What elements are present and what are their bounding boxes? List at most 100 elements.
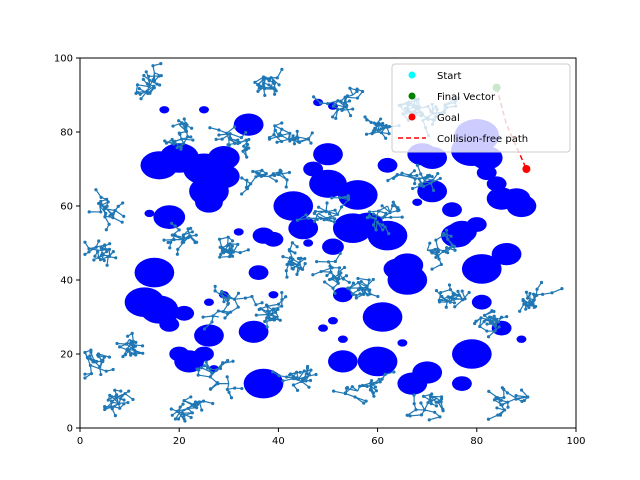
tree-edge [125, 343, 136, 351]
tree-node [263, 93, 267, 97]
tree-node [145, 82, 150, 86]
tree-node [280, 139, 284, 144]
tree-node [155, 82, 159, 86]
tree-node [373, 385, 378, 389]
tree-node [242, 144, 246, 148]
tree-node [131, 397, 135, 402]
tree-edge [454, 299, 464, 308]
tree-edge [228, 138, 239, 145]
tree-node [240, 386, 244, 391]
tree-node [332, 102, 336, 107]
tree-node [298, 266, 302, 270]
obstacle-circle [207, 146, 240, 170]
tree-node [262, 84, 266, 89]
tree-node [339, 99, 343, 103]
tree-node [105, 250, 109, 254]
obstacle-circle [288, 217, 319, 240]
obstacle-circle [248, 265, 269, 280]
tree-node [327, 212, 332, 216]
tree-node [200, 408, 204, 412]
tree-node [380, 204, 384, 208]
tree-node [213, 289, 217, 293]
tree-node [292, 142, 297, 146]
tree-node [445, 246, 449, 250]
tree-node [427, 418, 431, 422]
tree-edge [377, 131, 390, 135]
tree-edge [276, 69, 283, 79]
tree-node [338, 251, 342, 256]
y-tick-label: 60 [60, 202, 73, 213]
tree-edge [90, 364, 101, 370]
tree-edge [198, 374, 211, 378]
tree-node [287, 170, 292, 175]
tree-edge [393, 172, 403, 179]
tree-node [127, 389, 131, 393]
tree-node [182, 117, 186, 121]
tree-node [436, 171, 440, 176]
tree-edge [324, 219, 335, 223]
tree-node [175, 146, 179, 150]
x-tick-label: 60 [371, 436, 384, 447]
tree-node [448, 295, 452, 300]
tree-node [350, 292, 354, 296]
tree-node [345, 103, 349, 108]
obstacle-circle [377, 157, 398, 173]
tree-node [175, 252, 179, 256]
obstacle-circle [476, 165, 497, 181]
tree-edge [98, 353, 110, 358]
tree-node [183, 125, 188, 129]
tree-node [189, 135, 193, 139]
tree-node [227, 390, 231, 394]
tree-node [202, 327, 207, 331]
tree-node [258, 86, 262, 90]
tree-node [444, 228, 449, 232]
tree-node [312, 219, 317, 224]
x-tick-label: 100 [566, 436, 585, 447]
tree-node [98, 202, 103, 206]
tree-node [189, 226, 193, 230]
tree-node [245, 178, 249, 182]
tree-node [236, 138, 240, 142]
obstacle-circle [153, 205, 186, 229]
tree-node [170, 221, 174, 225]
tree-node [121, 354, 125, 359]
obstacle-circle [199, 106, 209, 114]
tree-node [492, 314, 496, 318]
tree-edge [173, 142, 184, 145]
tree-node [363, 115, 367, 119]
tree-node [240, 192, 244, 196]
tree-node [181, 402, 185, 406]
tree-node [525, 304, 529, 308]
tree-node [328, 264, 332, 268]
obstacle-circle [313, 143, 343, 166]
tree-node [147, 74, 151, 78]
obstacle-circle [461, 254, 502, 284]
tree-edge [387, 174, 398, 182]
tree-node [434, 255, 438, 259]
tree-node [409, 173, 413, 177]
tree-node [495, 406, 499, 410]
tree-node [215, 380, 219, 385]
tree-node [486, 335, 491, 339]
tree-node [176, 417, 181, 421]
obstacle-circle [491, 243, 522, 266]
tree-node [194, 240, 199, 244]
tree-node [243, 147, 247, 152]
tree-node [114, 256, 118, 260]
obstacle-circle [397, 339, 408, 347]
tree-node [380, 377, 384, 381]
tree-node [107, 355, 112, 359]
obstacle-circle [357, 346, 398, 377]
tree-node [260, 301, 264, 305]
tree-edge [234, 297, 246, 300]
obstacles-layer [124, 98, 537, 399]
tree-edge [270, 77, 280, 86]
tree-node [240, 176, 244, 180]
tree-edge [427, 249, 439, 253]
tree-node [430, 267, 434, 271]
y-tick-label: 80 [60, 128, 73, 139]
tree-node [400, 215, 404, 219]
tree-node [265, 325, 269, 329]
tree-node [485, 322, 489, 326]
tree-edge [297, 370, 305, 380]
